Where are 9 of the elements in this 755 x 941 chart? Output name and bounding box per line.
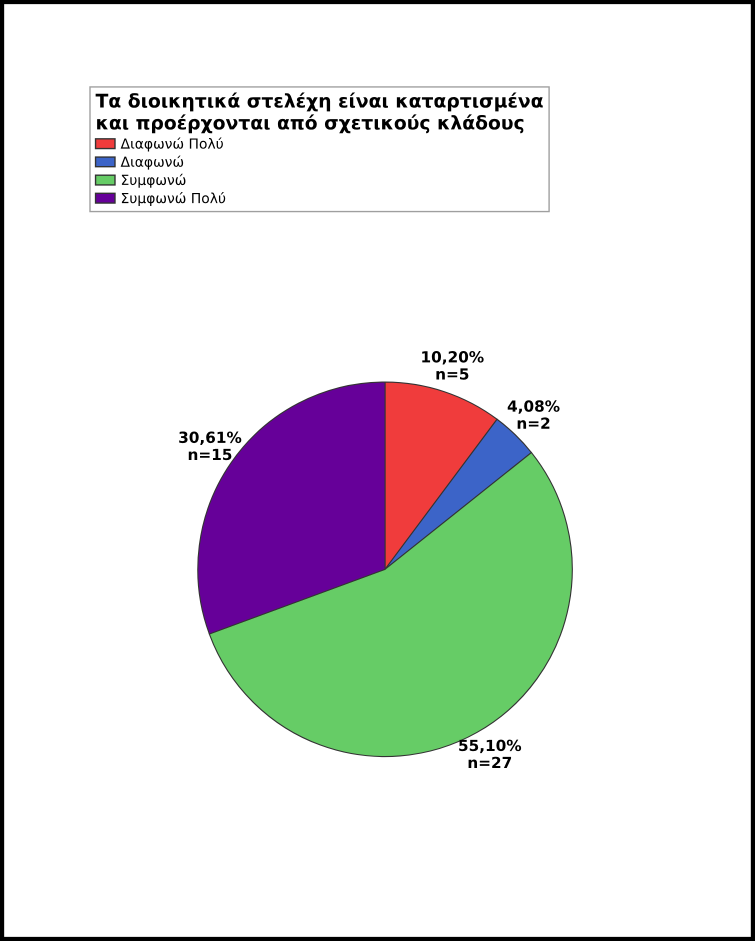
data-label: 4,08% n=2: [508, 400, 560, 429]
legend-label: Συμφωνώ: [122, 174, 186, 188]
legend-label: Συμφωνώ Πολύ: [122, 192, 226, 206]
legend-label: Διαφωνώ: [120, 156, 184, 170]
data-label: 10,20% n=5: [422, 351, 484, 380]
legend-label: Διαφωνώ Πολύ: [120, 137, 223, 152]
data-label: 55,10% n=27: [459, 740, 522, 768]
legend-title: Τα διοικητικά στελέχη είναι καταρτισμένα και προέρχονται από σχετικούς κλάδους: [96, 92, 543, 134]
data-label: 30,61% n=15: [179, 432, 242, 460]
